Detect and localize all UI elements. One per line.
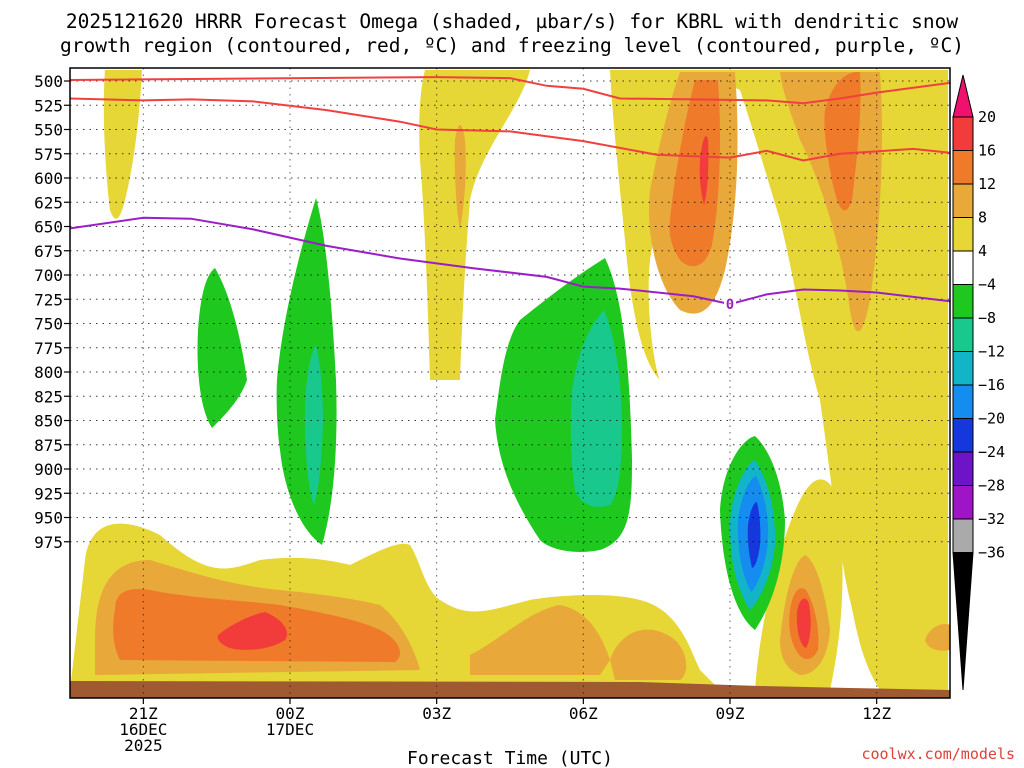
- colorbar-segment-1: [952, 116, 974, 151]
- omega-green-2: [276, 198, 337, 545]
- colorbar-segment-4: [952, 217, 974, 252]
- surface-strip: [70, 681, 950, 698]
- y-tick-label-725: 725: [34, 290, 63, 309]
- freezing-level: 0: [70, 216, 950, 313]
- colorbar-label-5: −4: [978, 276, 996, 294]
- colorbar-segment-7: [952, 317, 974, 352]
- colorbar-segment-10: [952, 418, 974, 453]
- freezing-level-label: 0: [726, 297, 734, 313]
- y-tick-label-650: 650: [34, 218, 63, 237]
- y-tick-label-950: 950: [34, 509, 63, 528]
- omega-green-1: [197, 268, 247, 428]
- y-tick-label-750: 750: [34, 315, 63, 334]
- colorbar: 20 16 12 8 4 −4 −8 −12 −16 −20 −24 −28 −32 −36: [952, 74, 1005, 691]
- colorbar-segment-2: [952, 150, 974, 185]
- omega-orange-top: [669, 80, 720, 267]
- x-axis-title: Forecast Time (UTC): [407, 748, 613, 768]
- red-isotherm-0: [70, 97, 950, 162]
- omega-lightorange-edge: [925, 623, 950, 651]
- dendritic-isotherms: [70, 76, 950, 162]
- x-tick-label-8-0: 03Z: [422, 704, 451, 723]
- y-tick-label-525: 525: [34, 96, 63, 115]
- colorbar-label-6: −8: [978, 309, 996, 327]
- grid: [70, 68, 950, 698]
- credit-text[interactable]: coolwx.com/models: [861, 745, 1015, 763]
- y-tick-label-875: 875: [34, 436, 63, 455]
- x-tick-label-16-0: 09Z: [716, 704, 745, 723]
- x-tick-label-0-2: 2025: [124, 736, 163, 755]
- y-tick-label-700: 700: [34, 266, 63, 285]
- y-tick-label-825: 825: [34, 387, 63, 406]
- colorbar-segment-6: [952, 284, 974, 319]
- x-tick-label-12-0: 06Z: [569, 704, 598, 723]
- y-tick-label-775: 775: [34, 339, 63, 358]
- colorbar-label-7: −12: [978, 343, 1005, 361]
- colorbar-bottom-arrow: [952, 552, 974, 691]
- colorbar-label-4: 4: [978, 242, 987, 260]
- y-tick-label-900: 900: [34, 460, 63, 479]
- omega-teal-1: [304, 345, 323, 505]
- freezing-level-line: [70, 216, 950, 306]
- y-tick-label-800: 800: [34, 363, 63, 382]
- y-axis: 500 525 550 575 600 625 650 675 700 725 750 775 800 8…: [34, 72, 70, 552]
- omega-orange-top-right: [824, 72, 861, 211]
- colorbar-label-11: −28: [978, 477, 1005, 495]
- omega-teal-2: [570, 310, 622, 507]
- colorbar-label-13: −36: [978, 544, 1005, 562]
- colorbar-label-3: 8: [978, 209, 987, 227]
- freezing-level-label-bg: [724, 295, 736, 312]
- omega-yellow-top-mid: [419, 70, 530, 380]
- x-tick-label-4-1: 17DEC: [266, 720, 314, 739]
- red-isotherm-1: [70, 76, 950, 105]
- colorbar-label-8: −16: [978, 376, 1005, 394]
- colorbar-segment-13: [952, 518, 974, 553]
- omega-yellow-top-left: [103, 70, 142, 219]
- colorbar-label-9: −20: [978, 410, 1005, 428]
- omega-red-low-left: [217, 612, 288, 650]
- plot-frame: [69, 67, 951, 699]
- y-tick-label-575: 575: [34, 145, 63, 164]
- colorbar-segment-5: [952, 250, 974, 285]
- y-tick-label-625: 625: [34, 193, 63, 212]
- omega-shading: [70, 70, 950, 698]
- colorbar-label-0: 20: [978, 108, 996, 126]
- colorbar-segment-3: [952, 183, 974, 218]
- colorbar-top-arrow: [952, 74, 974, 118]
- colorbar-label-12: −32: [978, 510, 1005, 528]
- y-tick-label-550: 550: [34, 121, 63, 140]
- x-tick-label-0-1: 16DEC: [119, 720, 167, 739]
- colorbar-segment-11: [952, 451, 974, 486]
- colorbar-label-10: −24: [978, 443, 1005, 461]
- colorbar-segment-9: [952, 384, 974, 419]
- omega-darkblue-1: [747, 502, 761, 568]
- x-tick-label-20-0: 12Z: [862, 704, 891, 723]
- y-tick-label-600: 600: [34, 169, 63, 188]
- y-tick-label-975: 975: [34, 533, 63, 552]
- x-tick-label-4-0: 00Z: [276, 704, 305, 723]
- y-tick-label-500: 500: [34, 72, 63, 91]
- colorbar-segment-8: [952, 351, 974, 386]
- colorbar-segment-12: [952, 485, 974, 520]
- y-tick-label-925: 925: [34, 484, 63, 503]
- omega-red-right-low: [796, 598, 811, 648]
- y-tick-label-675: 675: [34, 242, 63, 261]
- chart-title-line-2: growth region (contoured, red, ºC) and f…: [60, 34, 964, 57]
- omega-lightorange-low-right: [610, 629, 687, 680]
- colorbar-label-2: 12: [978, 175, 996, 193]
- y-tick-label-850: 850: [34, 412, 63, 431]
- x-tick-label-0-0: 21Z: [129, 704, 158, 723]
- chart-title-line-1: 2025121620 HRRR Forecast Omega (shaded, …: [66, 10, 958, 33]
- colorbar-label-1: 16: [978, 142, 996, 160]
- omega-lightorange-low-mid: [470, 605, 610, 675]
